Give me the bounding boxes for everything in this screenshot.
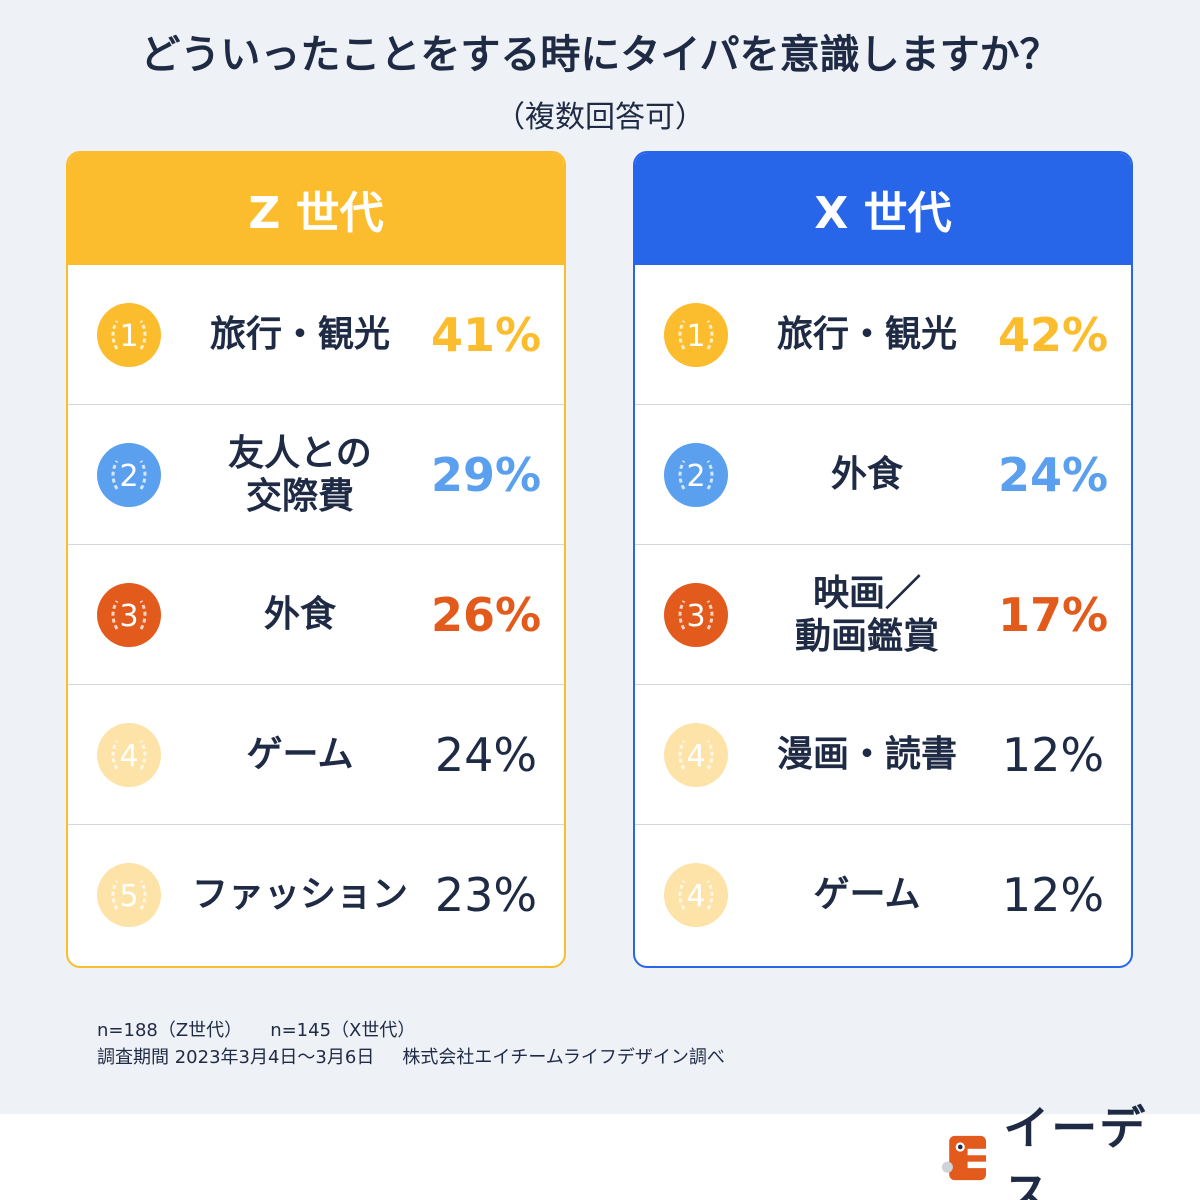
rank-medal-icon: 1: [97, 303, 161, 367]
item-percentage: 12%: [1001, 728, 1105, 782]
item-percentage: 41%: [430, 308, 542, 362]
rank-number: 3: [686, 599, 705, 634]
item-label: 旅行・観光: [776, 314, 957, 356]
rank-medal-icon: 2: [664, 443, 728, 507]
sample-size-z: n=188（Z世代）: [97, 1020, 243, 1041]
rank-medal-icon: 3: [97, 583, 161, 647]
item-percentage: 12%: [1001, 868, 1105, 922]
rank-number: 1: [686, 319, 705, 354]
ranking-row: 2 友人との 交際費 29%: [68, 405, 564, 545]
x-generation-panel: X 世代 1 旅行・観光 42% 2 外食 24% 3 映画／ 動画鑑賞 17% 4 漫画・読書 12…: [633, 151, 1133, 968]
rank-number: 5: [119, 879, 138, 914]
logo[interactable]: イーデス: [940, 1101, 1180, 1200]
rank-medal-icon: 1: [664, 303, 728, 367]
logo-mascot-icon: [941, 1135, 987, 1181]
ranking-row: 3 映画／ 動画鑑賞 17%: [635, 545, 1131, 685]
logo-text: イーデス: [1003, 1101, 1148, 1200]
item-percentage: 23%: [434, 868, 538, 922]
ranking-row: 5 ファッション 23%: [68, 825, 564, 965]
rank-number: 2: [119, 459, 138, 494]
rank-medal-icon: 4: [664, 863, 728, 927]
rank-medal-icon: 3: [664, 583, 728, 647]
item-label: 漫画・読書: [776, 734, 957, 776]
rank-number: 3: [119, 599, 138, 634]
ranking-row: 4 ゲーム 24%: [68, 685, 564, 825]
item-label: 映画／ 動画鑑賞: [794, 572, 939, 657]
survey-note: 調査期間 2023年3月4日〜3月6日 株式会社エイチームライフデザイン調べ: [97, 1043, 725, 1069]
ranking-row: 3 外食 26%: [68, 545, 564, 685]
item-percentage: 24%: [997, 448, 1109, 502]
x-generation-rows: 1 旅行・観光 42% 2 外食 24% 3 映画／ 動画鑑賞 17% 4 漫画・読書 12% 4 ゲーム…: [635, 265, 1131, 965]
rank-medal-icon: 5: [97, 863, 161, 927]
ranking-row: 1 旅行・観光 41%: [68, 265, 564, 405]
rank-medal-icon: 4: [97, 723, 161, 787]
z-generation-rows: 1 旅行・観光 41% 2 友人との 交際費 29% 3 外食 26% 4 ゲーム 24% 5 ファッショ…: [68, 265, 564, 965]
z-generation-header: Z 世代: [68, 153, 564, 265]
item-percentage: 17%: [997, 588, 1109, 642]
rank-number: 1: [119, 319, 138, 354]
page-title: どういったことをする時にタイパを意識しますか？: [140, 32, 1060, 78]
survey-source: 株式会社エイチームライフデザイン調べ: [402, 1047, 725, 1068]
ranking-row: 2 外食 24%: [635, 405, 1131, 545]
survey-period: 調査期間 2023年3月4日〜3月6日: [97, 1047, 375, 1068]
item-percentage: 29%: [430, 448, 542, 502]
item-percentage: 42%: [997, 308, 1109, 362]
item-label: 外食: [830, 454, 903, 496]
item-label: 外食: [263, 594, 336, 636]
rank-number: 4: [119, 739, 138, 774]
ranking-row: 4 ゲーム 12%: [635, 825, 1131, 965]
rank-medal-icon: 2: [97, 443, 161, 507]
z-generation-panel: Z 世代 1 旅行・観光 41% 2 友人との 交際費 29% 3 外食 26% 4 ゲーム 24% 5…: [66, 151, 566, 968]
x-generation-header: X 世代: [635, 153, 1131, 265]
item-label: 旅行・観光: [209, 314, 390, 356]
rank-number: 4: [686, 739, 705, 774]
rank-number: 4: [686, 879, 705, 914]
page-subtitle: （複数回答可）: [495, 100, 705, 135]
item-label: ファッション: [191, 874, 408, 916]
footer-bar: [0, 1114, 1200, 1200]
item-label: ゲーム: [813, 874, 921, 916]
item-percentage: 24%: [434, 728, 538, 782]
ranking-row: 1 旅行・観光 42%: [635, 265, 1131, 405]
sample-size-x: n=145（X世代）: [270, 1020, 416, 1041]
item-percentage: 26%: [430, 588, 542, 642]
rank-number: 2: [686, 459, 705, 494]
rank-medal-icon: 4: [664, 723, 728, 787]
sample-size-note: n=188（Z世代） n=145（X世代）: [97, 1016, 415, 1042]
ranking-row: 4 漫画・読書 12%: [635, 685, 1131, 825]
item-label: 友人との 交際費: [228, 432, 372, 517]
item-label: ゲーム: [246, 734, 354, 776]
